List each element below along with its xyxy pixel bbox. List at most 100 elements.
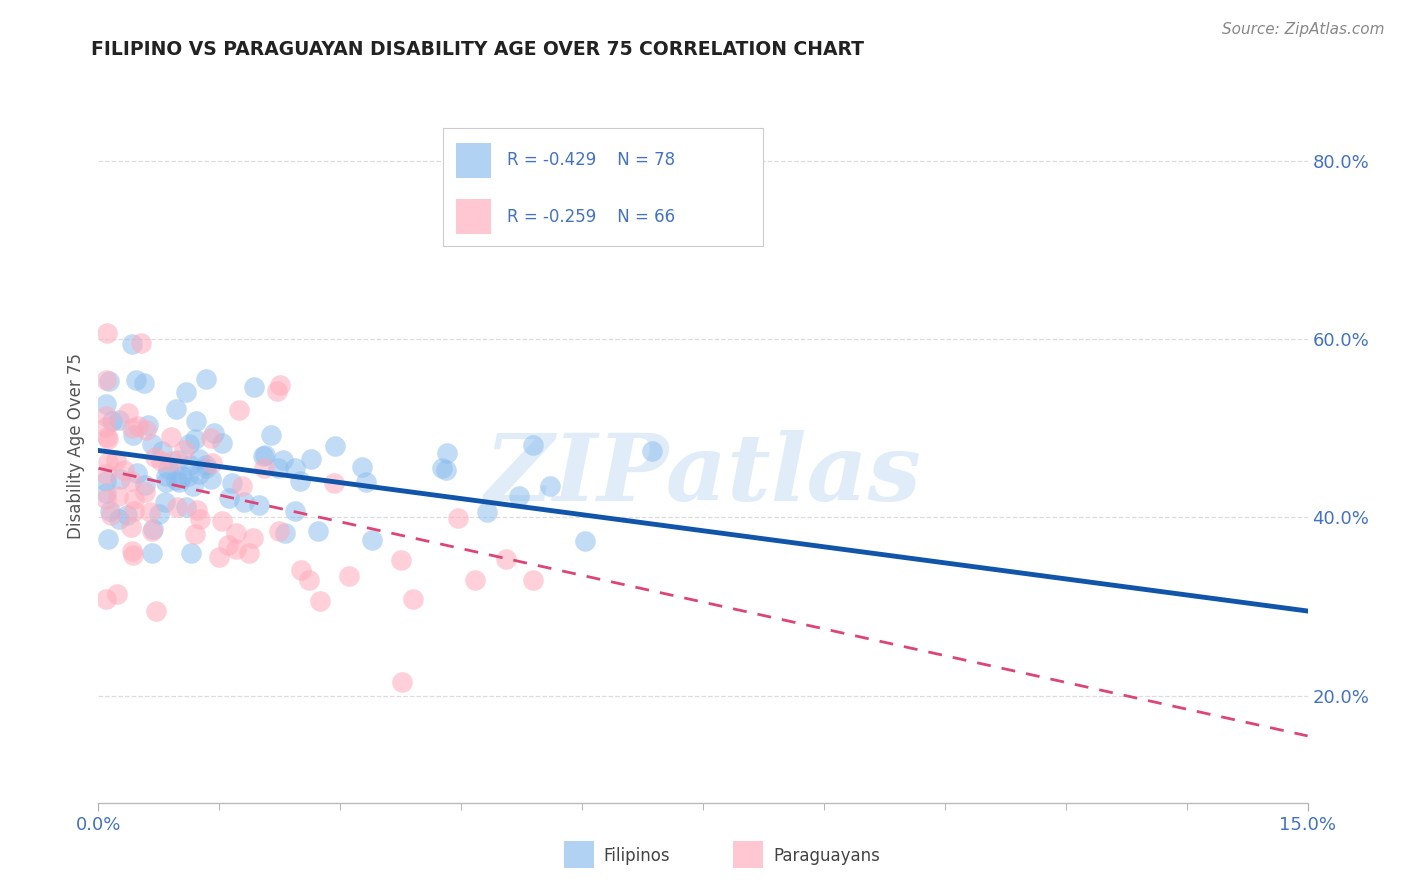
Text: FILIPINO VS PARAGUAYAN DISABILITY AGE OVER 75 CORRELATION CHART: FILIPINO VS PARAGUAYAN DISABILITY AGE OV… [91,40,865,59]
Point [228,403,250,417]
Point [475,505,498,519]
Point [508,489,530,503]
Point [117,406,139,420]
Point [96,409,118,423]
Point [266,384,288,398]
Point [200,472,222,486]
Point [322,475,344,490]
Point [194,372,217,386]
Point [225,541,247,556]
Point [96,373,118,387]
Point [96,467,118,481]
Point [221,475,243,490]
Point [155,469,177,483]
Point [122,504,145,518]
Point [188,511,211,525]
Point [167,475,190,490]
Point [112,463,135,477]
Point [211,515,233,529]
Point [97,432,120,446]
Point [166,500,188,514]
Point [96,420,118,434]
Point [121,543,143,558]
Point [96,486,118,500]
Y-axis label: Disability Age Over 75: Disability Age Over 75 [66,353,84,539]
Point [150,454,173,468]
Point [162,454,184,468]
Point [299,452,322,467]
Point [134,477,156,491]
Point [165,473,187,487]
Point [121,420,143,434]
Point [271,453,294,467]
Point [323,439,346,453]
Point [107,489,129,503]
Point [174,385,197,400]
Point [269,377,291,392]
Point [141,524,163,538]
Point [134,485,156,500]
Point [179,458,201,473]
Point [243,380,266,394]
Point [139,505,162,519]
Point [96,455,118,469]
Point [122,427,145,442]
Point [389,553,412,567]
Point [125,374,148,388]
Point [200,431,222,445]
Point [165,401,187,416]
Point [167,453,190,467]
Point [195,461,218,475]
Point [132,376,155,390]
Point [129,335,152,350]
Point [307,524,329,538]
Point [252,449,274,463]
Point [101,414,124,428]
Point [260,428,283,442]
Point [298,574,321,588]
Point [121,548,143,562]
Point [121,337,143,351]
Point [522,437,544,451]
Point [141,546,163,560]
Point [160,430,183,444]
Point [391,674,413,689]
Point [225,526,247,541]
Point [447,510,470,524]
Point [253,461,276,475]
Point [337,568,360,582]
Point [288,474,311,488]
Point [436,463,458,477]
Point [188,451,211,466]
Point [96,474,118,488]
Point [354,475,377,489]
Text: Source: ZipAtlas.com: Source: ZipAtlas.com [1222,22,1385,37]
Point [284,504,307,518]
Point [117,508,139,522]
Point [238,546,260,560]
Point [231,479,253,493]
Point [143,450,166,464]
Point [430,461,453,475]
Point [100,508,122,522]
Point [180,546,202,560]
Point [217,538,239,552]
Point [495,551,517,566]
Point [188,467,211,482]
Point [155,475,177,489]
Point [96,492,118,507]
Point [96,326,118,340]
Text: Filipinos: Filipinos [603,847,671,864]
Point [207,549,229,564]
Point [290,563,312,577]
Point [120,474,142,488]
Point [136,417,159,432]
Point [436,446,458,460]
Point [105,587,128,601]
Text: ZIPatlas: ZIPatlas [485,430,921,519]
Point [181,479,204,493]
Bar [564,841,595,869]
Point [641,443,664,458]
Point [150,444,173,458]
Point [96,591,118,606]
